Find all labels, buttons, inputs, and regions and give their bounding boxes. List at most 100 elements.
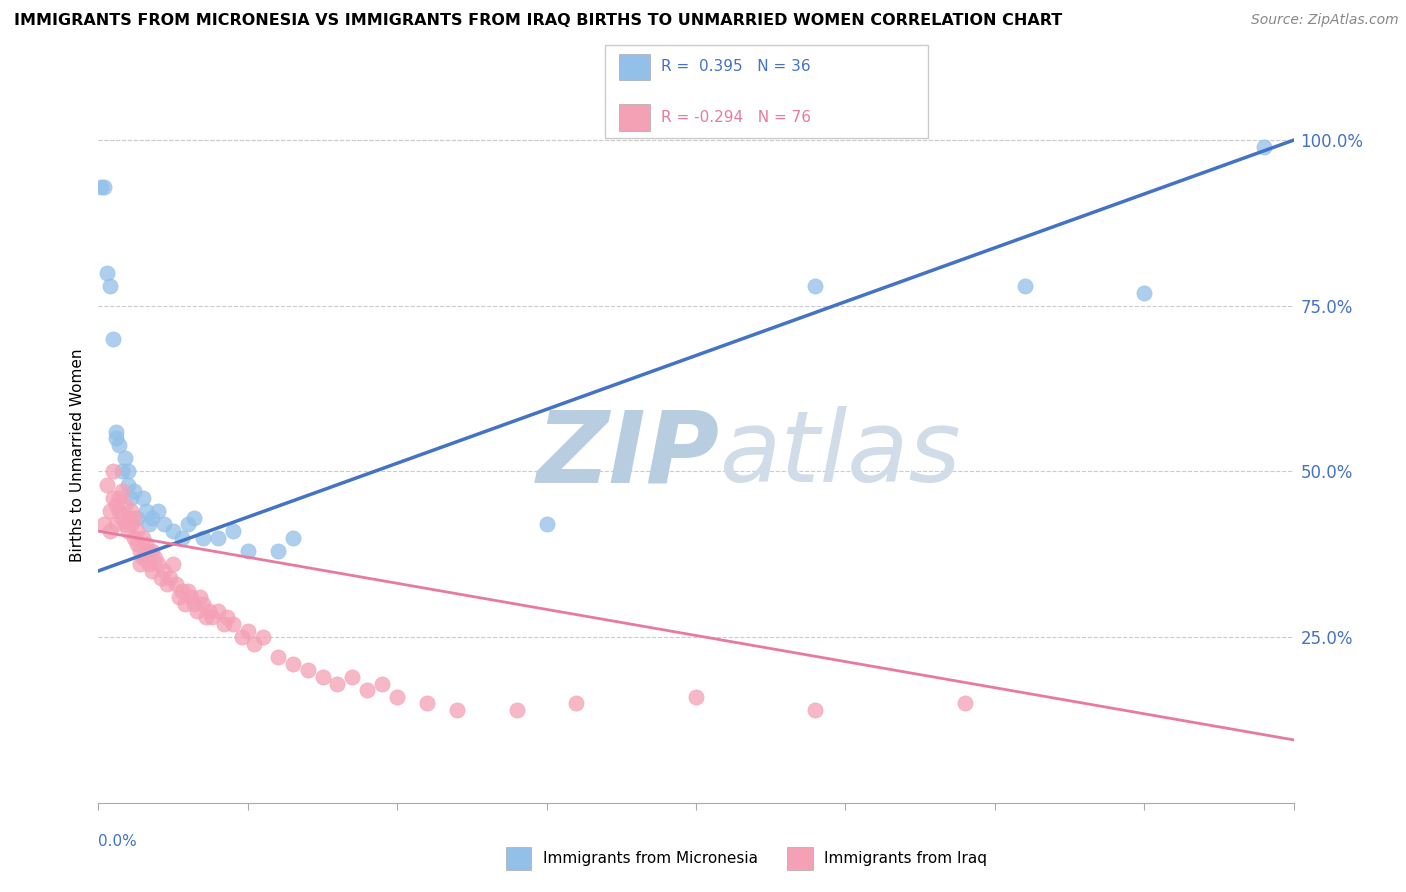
- Text: IMMIGRANTS FROM MICRONESIA VS IMMIGRANTS FROM IRAQ BIRTHS TO UNMARRIED WOMEN COR: IMMIGRANTS FROM MICRONESIA VS IMMIGRANTS…: [14, 13, 1063, 29]
- Text: R =  0.395   N = 36: R = 0.395 N = 36: [661, 60, 810, 74]
- Point: [236, 624, 259, 638]
- Point: [138, 544, 160, 558]
- Point: [100, 524, 122, 538]
- Point: [177, 583, 200, 598]
- Point: [141, 564, 163, 578]
- Point: [127, 537, 149, 551]
- Point: [195, 610, 218, 624]
- Point: [222, 524, 245, 538]
- Point: [172, 583, 194, 598]
- Point: [124, 484, 146, 499]
- Text: Source: ZipAtlas.com: Source: ZipAtlas.com: [1251, 13, 1399, 28]
- Point: [111, 511, 134, 525]
- Point: [1253, 140, 1275, 154]
- Point: [120, 491, 142, 505]
- Text: 0.0%: 0.0%: [98, 834, 138, 849]
- Point: [506, 703, 529, 717]
- Point: [212, 616, 235, 631]
- Point: [252, 630, 274, 644]
- Point: [953, 697, 976, 711]
- Point: [215, 610, 238, 624]
- Point: [172, 531, 194, 545]
- Point: [201, 610, 224, 624]
- Point: [565, 697, 588, 711]
- Point: [111, 465, 134, 479]
- Point: [207, 531, 229, 545]
- Point: [103, 465, 125, 479]
- Point: [132, 491, 155, 505]
- Point: [108, 504, 131, 518]
- Point: [153, 564, 176, 578]
- Point: [685, 690, 707, 704]
- Point: [96, 266, 118, 280]
- Point: [385, 690, 409, 704]
- Point: [105, 431, 128, 445]
- Point: [267, 650, 290, 665]
- Point: [207, 604, 229, 618]
- Point: [108, 438, 131, 452]
- Point: [129, 558, 152, 572]
- Point: [141, 511, 163, 525]
- Text: Immigrants from Iraq: Immigrants from Iraq: [824, 851, 987, 866]
- Point: [153, 517, 176, 532]
- Point: [165, 577, 187, 591]
- Point: [183, 597, 205, 611]
- Point: [174, 597, 197, 611]
- Point: [191, 531, 214, 545]
- Text: R = -0.294   N = 76: R = -0.294 N = 76: [661, 111, 811, 125]
- Point: [416, 697, 439, 711]
- Point: [236, 544, 259, 558]
- Point: [138, 517, 160, 532]
- Point: [143, 550, 166, 565]
- Point: [159, 570, 181, 584]
- Point: [222, 616, 245, 631]
- Point: [90, 179, 112, 194]
- Point: [117, 524, 139, 538]
- Point: [191, 597, 214, 611]
- Point: [342, 670, 364, 684]
- Point: [127, 524, 149, 538]
- Point: [162, 558, 184, 572]
- Point: [111, 484, 134, 499]
- Point: [186, 604, 208, 618]
- Point: [150, 570, 173, 584]
- Point: [1014, 279, 1036, 293]
- Point: [124, 531, 146, 545]
- Point: [117, 465, 139, 479]
- Point: [156, 577, 179, 591]
- Point: [371, 676, 394, 690]
- Point: [138, 558, 160, 572]
- Point: [129, 544, 152, 558]
- Point: [93, 179, 115, 194]
- Point: [148, 504, 170, 518]
- Point: [183, 511, 205, 525]
- Point: [267, 544, 290, 558]
- Point: [281, 531, 304, 545]
- Point: [804, 279, 827, 293]
- Point: [1133, 285, 1156, 300]
- Point: [188, 591, 211, 605]
- Point: [135, 537, 157, 551]
- Point: [141, 544, 163, 558]
- Point: [127, 511, 149, 525]
- Point: [124, 511, 146, 525]
- Point: [114, 498, 136, 512]
- Point: [114, 517, 136, 532]
- Point: [446, 703, 468, 717]
- Point: [198, 604, 221, 618]
- Point: [132, 531, 155, 545]
- Text: atlas: atlas: [720, 407, 962, 503]
- Point: [326, 676, 349, 690]
- Point: [103, 332, 125, 346]
- Point: [105, 517, 128, 532]
- Point: [177, 517, 200, 532]
- Point: [117, 477, 139, 491]
- Point: [103, 491, 125, 505]
- Text: ZIP: ZIP: [537, 407, 720, 503]
- Point: [148, 558, 170, 572]
- Point: [162, 524, 184, 538]
- Point: [132, 550, 155, 565]
- Point: [243, 637, 266, 651]
- Point: [120, 517, 142, 532]
- Point: [120, 504, 142, 518]
